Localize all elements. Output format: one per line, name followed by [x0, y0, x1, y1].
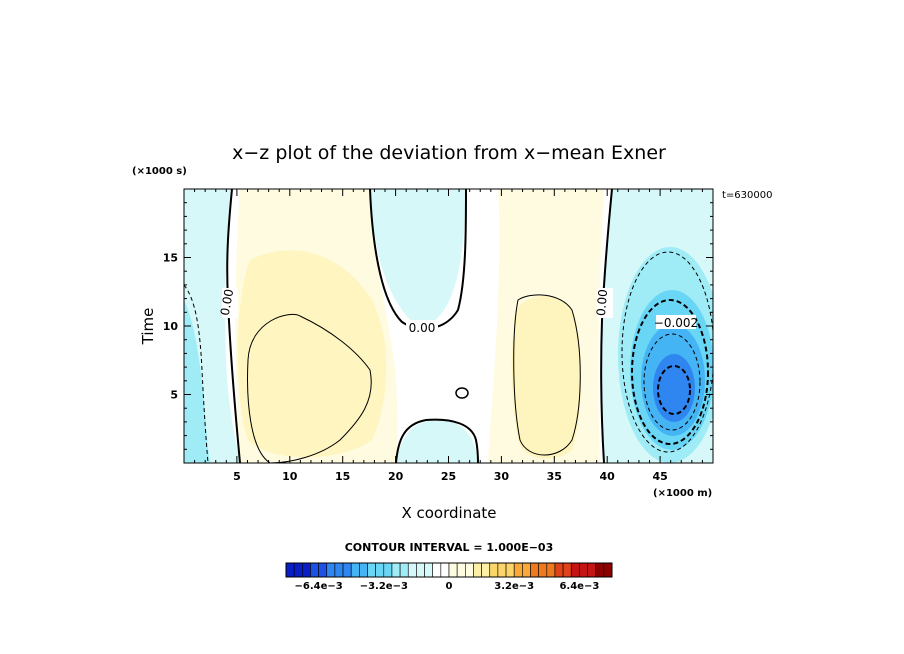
colorbar-tick-label: 6.4e−3: [559, 581, 599, 592]
contour-label-3: 0.00: [594, 289, 610, 317]
zero-contour-right: [600, 189, 613, 463]
x-tick-label: 35: [547, 470, 562, 483]
colorbar-cell: [603, 562, 613, 578]
colorbar-cell: [399, 562, 409, 578]
neg-contour-2: [631, 299, 709, 445]
y-axis: 5 10 15: [163, 202, 713, 450]
pos-band-left: [237, 250, 387, 458]
x-tick-label: 20: [388, 470, 404, 483]
pos-band-right: [511, 296, 581, 459]
y-unit-label: (×1000 s): [132, 166, 187, 177]
neg-contour-4: [657, 365, 691, 415]
colorbar-cell: [570, 562, 580, 578]
y-tick-label: 15: [163, 252, 178, 265]
x-tick-label: 25: [441, 470, 456, 483]
colorbar-cell: [310, 562, 319, 578]
colorbar-cell: [587, 562, 596, 578]
zero-contour-bottom: [395, 418, 479, 463]
colorbar-cell: [522, 562, 531, 578]
neg-band-4: [653, 354, 695, 422]
x-tick-label: 45: [652, 470, 667, 483]
contour-label-4: −0.002: [654, 316, 698, 330]
x-tick-label: 10: [282, 470, 298, 483]
colorbar-cell: [497, 562, 507, 578]
contour-interval-label: CONTOUR INTERVAL = 1.000E−03: [345, 541, 554, 554]
contour-field: [184, 189, 713, 463]
colorbar-cell: [293, 562, 303, 578]
contour-label-bg-3: [597, 288, 613, 318]
colorbar-cell: [391, 562, 401, 578]
colorbar-frame: [285, 562, 613, 578]
colorbar-cell: [432, 562, 442, 578]
colorbar-cell: [318, 562, 328, 578]
contour-label-group: 0.00 0.00 0.00 −0.002: [218, 288, 698, 335]
colorbar-cell: [473, 562, 482, 578]
colorbar-tick-label: −3.2e−3: [360, 581, 408, 592]
pos-contour-right: [513, 294, 581, 456]
x-unit-label: (×1000 m): [653, 488, 712, 499]
x-axis-label: X coordinate: [401, 504, 496, 522]
y-tick-label: 5: [170, 389, 178, 402]
contour-label-1: 0.00: [218, 288, 236, 317]
colorbar-cell: [538, 562, 548, 578]
colorbar-cell: [546, 562, 556, 578]
colorbar-cell: [595, 562, 605, 578]
colorbar-cell: [464, 562, 474, 578]
x-tick-label: 30: [494, 470, 510, 483]
neg-region-top: [370, 189, 466, 328]
neg-core-left: [184, 300, 210, 463]
x-tick-label: 5: [233, 470, 241, 483]
colorbar-tick-label: 3.2e−3: [494, 581, 534, 592]
x-tick-label: 40: [600, 470, 616, 483]
colorbar-cell: [530, 562, 539, 578]
colorbar-cell: [375, 562, 385, 578]
contour-label-bg-2: [406, 320, 438, 334]
colorbar: −6.4e−3 −3.2e−3 0 3.2e−3 6.4e−3: [285, 562, 613, 592]
x-tick-label: 15: [335, 470, 350, 483]
colorbar-cell: [513, 562, 523, 578]
neg-contour-left: [184, 284, 209, 463]
time-stamp: t=630000: [722, 190, 772, 201]
colorbar-cell: [505, 562, 515, 578]
colorbar-cell: [342, 562, 352, 578]
colorbar-cell: [416, 562, 425, 578]
colorbar-cell: [383, 562, 393, 578]
colorbar-cell: [554, 562, 564, 578]
colorbar-cell: [334, 562, 344, 578]
colorbar-cell: [326, 562, 336, 578]
neg-contour-3: [643, 333, 701, 431]
chart-title: x−z plot of the deviation from x−mean Ex…: [232, 142, 666, 164]
y-tick-label: 10: [163, 320, 179, 333]
x-axis: 5 10 15 20 25 30 35 40 45: [194, 189, 703, 483]
contour-label-bg-4: [656, 315, 696, 329]
colorbar-tick-label: −6.4e−3: [294, 581, 342, 592]
colorbar-cell: [440, 562, 450, 578]
contour-label-2: 0.00: [409, 321, 436, 335]
neg-region-bottom: [396, 420, 478, 463]
colorbar-cell: [456, 562, 466, 578]
colorbar-cell: [367, 562, 376, 578]
colorbar-cell: [350, 562, 360, 578]
y-axis-label: Time: [139, 308, 157, 346]
colorbar-cell: [301, 562, 311, 578]
colorbar-cell: [448, 562, 458, 578]
contour-label-bg-1: [222, 288, 238, 318]
colorbar-cell: [562, 562, 572, 578]
colorbar-cell: [579, 562, 588, 578]
colorbar-cell: [481, 562, 491, 578]
colorbar-cell: [489, 562, 499, 578]
colorbar-cell: [359, 562, 368, 578]
colorbar-tick-label: 0: [446, 581, 453, 592]
pos-contour-left: [247, 313, 372, 463]
colorbar-cell: [424, 562, 433, 578]
colorbar-cell: [407, 562, 417, 578]
zero-contour-island: [455, 387, 469, 399]
colorbar-cell: [285, 562, 295, 578]
